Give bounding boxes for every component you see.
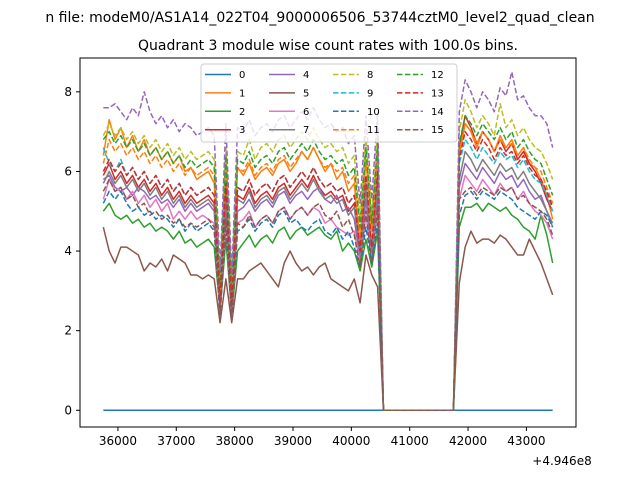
x-tick-label: 38000 <box>216 434 254 448</box>
series-line-4 <box>102 162 554 412</box>
series-layer <box>102 71 554 412</box>
chart-title: Quadrant 3 module wise count rates with … <box>138 38 518 54</box>
x-tick-label: 42000 <box>449 434 487 448</box>
x-offset-label: +4.946e8 <box>532 454 591 468</box>
series-line-8 <box>102 99 554 412</box>
legend-label-0: 0 <box>239 70 245 81</box>
x-tick-label: 37000 <box>157 434 195 448</box>
legend-label-2: 2 <box>239 107 245 118</box>
legend-label-1: 1 <box>239 88 245 99</box>
x-tick-label: 43000 <box>507 434 545 448</box>
legend-label-5: 5 <box>303 88 309 99</box>
legend-label-6: 6 <box>303 107 309 118</box>
y-tick-label: 0 <box>64 403 72 417</box>
x-tick-label: 40000 <box>332 434 370 448</box>
legend-label-11: 11 <box>367 125 380 136</box>
legend-label-13: 13 <box>431 88 444 99</box>
legend-label-14: 14 <box>431 107 444 118</box>
x-tick-label: 41000 <box>391 434 429 448</box>
legend-box <box>200 63 458 143</box>
y-tick-label: 6 <box>64 164 72 178</box>
series-line-13 <box>102 130 554 412</box>
y-tick-label: 4 <box>64 244 72 258</box>
series-line-12 <box>102 114 554 412</box>
y-tick-label: 2 <box>64 324 72 338</box>
legend-label-7: 7 <box>303 125 309 136</box>
x-axis: 36000 37000 38000 39000 40000 41000 42000 43000 <box>99 427 545 448</box>
legend-label-3: 3 <box>239 125 245 136</box>
series-line-2 <box>102 202 554 412</box>
y-tick-label: 8 <box>64 85 72 99</box>
plot-area <box>102 71 554 412</box>
x-tick-label: 39000 <box>274 434 312 448</box>
legend-label-10: 10 <box>367 107 380 118</box>
legend-label-15: 15 <box>431 125 444 136</box>
x-tick-label: 36000 <box>99 434 137 448</box>
legend-label-8: 8 <box>367 70 373 81</box>
series-line-15 <box>102 178 554 412</box>
series-line-5 <box>102 226 554 412</box>
series-line-7 <box>102 150 554 412</box>
legend-label-9: 9 <box>367 88 373 99</box>
legend-label-12: 12 <box>431 70 444 81</box>
legend-label-4: 4 <box>303 70 309 81</box>
figure-suptitle: n file: modeM0/AS1A14_022T04_9000006506_… <box>45 10 594 26</box>
axes-frame <box>79 57 577 428</box>
y-axis: 0 2 4 6 8 <box>64 85 80 417</box>
series-line-11 <box>102 122 554 412</box>
series-line-6 <box>102 174 554 412</box>
